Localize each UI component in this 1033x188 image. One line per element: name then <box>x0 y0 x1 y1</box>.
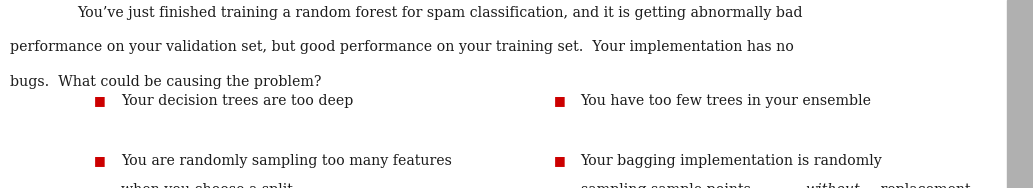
Bar <box>1007 0 1033 188</box>
Text: ■: ■ <box>554 154 565 167</box>
Text: Your decision trees are too deep: Your decision trees are too deep <box>121 94 353 108</box>
Text: replacement: replacement <box>876 183 971 188</box>
Text: Your bagging implementation is randomly: Your bagging implementation is randomly <box>581 154 882 168</box>
Text: bugs.  What could be causing the problem?: bugs. What could be causing the problem? <box>10 75 321 89</box>
Text: You have too few trees in your ensemble: You have too few trees in your ensemble <box>581 94 872 108</box>
Text: You’ve just finished training a random forest for spam classification, and it is: You’ve just finished training a random f… <box>77 6 803 20</box>
Text: when you choose a split: when you choose a split <box>121 183 292 188</box>
Text: ■: ■ <box>94 154 105 167</box>
Text: ■: ■ <box>94 94 105 107</box>
Text: You are randomly sampling too many features: You are randomly sampling too many featu… <box>121 154 451 168</box>
Text: performance on your validation set, but good performance on your training set.  : performance on your validation set, but … <box>10 40 794 54</box>
Text: without: without <box>806 183 860 188</box>
Text: sampling sample points: sampling sample points <box>581 183 755 188</box>
Text: ■: ■ <box>554 94 565 107</box>
